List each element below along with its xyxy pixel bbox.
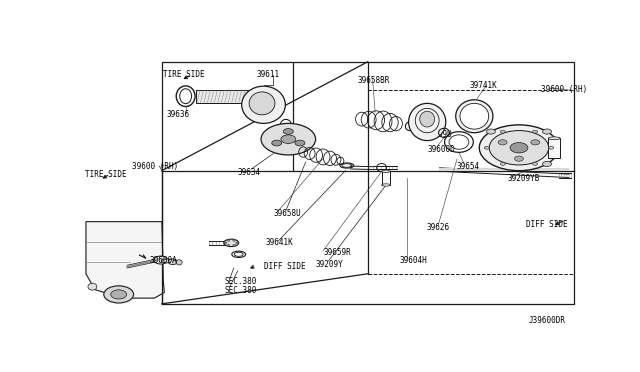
Text: 39634: 39634 [237,168,261,177]
Ellipse shape [381,184,390,186]
Ellipse shape [88,283,97,290]
Circle shape [227,244,230,246]
Text: 39659R: 39659R [323,248,351,257]
Text: DIFF SIDE: DIFF SIDE [264,262,305,271]
Circle shape [515,156,524,161]
Text: 39600 (RH): 39600 (RH) [132,161,179,171]
Bar [367,90,573,274]
Ellipse shape [408,103,446,141]
Circle shape [500,130,506,133]
Text: 39600A: 39600A [150,256,177,265]
Circle shape [281,135,296,144]
Circle shape [295,140,305,146]
Bar [244,101,266,109]
Circle shape [531,140,540,145]
Circle shape [111,290,127,299]
Bar [162,62,573,304]
Circle shape [261,124,316,155]
Text: 39654: 39654 [457,162,480,171]
Text: 39658U: 39658U [273,209,301,218]
Circle shape [510,142,528,153]
Text: 39611: 39611 [256,70,279,79]
Bar [196,90,248,103]
Text: 39600 (RH): 39600 (RH) [541,84,588,93]
Text: TIRE SIDE: TIRE SIDE [163,70,204,79]
Circle shape [479,125,559,171]
Circle shape [548,146,554,149]
Text: SEC.380: SEC.380 [225,277,257,286]
Ellipse shape [460,103,489,129]
Circle shape [236,242,239,244]
Text: TIRE SIDE: TIRE SIDE [85,170,127,179]
Bar [548,138,560,158]
Circle shape [498,140,507,145]
Ellipse shape [548,137,560,140]
Bar [440,168,568,171]
Ellipse shape [249,92,275,115]
Text: 39658BR: 39658BR [358,76,390,85]
Circle shape [500,163,506,165]
Text: 39604H: 39604H [400,256,428,264]
Ellipse shape [381,170,390,172]
Text: 39636: 39636 [167,110,190,119]
Text: DIFF SIDE: DIFF SIDE [527,220,568,229]
Circle shape [233,244,236,246]
Text: J39600DR: J39600DR [529,316,566,325]
Circle shape [484,146,489,149]
Text: 39741K: 39741K [469,81,497,90]
Ellipse shape [161,259,172,263]
Text: SEC.380: SEC.380 [225,286,257,295]
Circle shape [154,256,168,264]
Text: 39659U: 39659U [425,129,452,138]
Text: 39209Y: 39209Y [315,260,343,269]
Ellipse shape [543,129,552,134]
Text: 39641K: 39641K [265,238,292,247]
Text: 39209YB: 39209YB [508,174,540,183]
Circle shape [104,286,134,303]
Ellipse shape [456,100,493,133]
Ellipse shape [176,260,182,265]
Circle shape [227,240,230,241]
Text: 39626: 39626 [426,224,449,232]
Ellipse shape [168,259,177,264]
Circle shape [272,140,282,146]
Circle shape [284,129,293,134]
Circle shape [532,130,538,133]
Bar [381,171,390,185]
Text: 39600D: 39600D [428,145,455,154]
Ellipse shape [224,239,239,247]
Circle shape [532,163,538,165]
Ellipse shape [420,111,435,127]
Circle shape [224,242,227,244]
Circle shape [233,240,236,241]
Circle shape [489,131,548,165]
Ellipse shape [486,129,495,134]
Ellipse shape [242,86,285,124]
Polygon shape [86,222,164,298]
Ellipse shape [543,161,552,167]
